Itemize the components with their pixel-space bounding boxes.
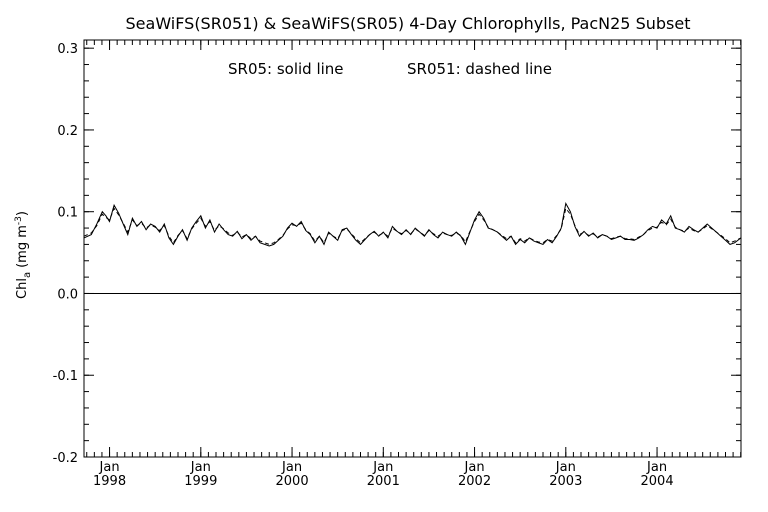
x-tick-year: 2000: [276, 474, 309, 489]
y-axis-label-units: (mg m: [15, 225, 30, 268]
x-tick-month: Jan: [646, 460, 667, 475]
y-tick-label: -0.1: [53, 369, 78, 384]
annotation-dashed: SR051: dashed line: [407, 60, 552, 78]
y-axis-label-close: ): [15, 211, 30, 216]
y-axis-label: Chla (mg m-3): [14, 211, 33, 299]
plot-frame: [83, 39, 742, 458]
y-tick-label: 0.1: [57, 206, 78, 221]
y-tick-label: 0.2: [57, 124, 78, 139]
series-lines: [83, 202, 742, 247]
x-tick-month: Jan: [190, 460, 211, 475]
chart-title: SeaWiFS(SR051) & SeaWiFS(SR05) 4-Day Chl…: [126, 14, 691, 33]
x-tick-year: 2001: [367, 474, 400, 489]
x-tick-month: Jan: [464, 460, 485, 475]
y-tick-label: -0.2: [53, 451, 78, 466]
x-tick-month: Jan: [281, 460, 302, 475]
x-tick-month: Jan: [555, 460, 576, 475]
y-axis-label-exp: -3: [14, 216, 24, 225]
x-tick-year: 2002: [458, 474, 491, 489]
x-tick-year: 2004: [641, 474, 674, 489]
x-tick-month: Jan: [99, 460, 120, 475]
x-tick-year: 1998: [93, 474, 126, 489]
y-tick-label: 0.0: [57, 287, 78, 302]
x-tick-year: 1999: [184, 474, 217, 489]
annotation-solid: SR05: solid line: [228, 60, 344, 78]
x-tick-month: Jan: [372, 460, 393, 475]
y-axis-label-sub: a: [22, 272, 33, 278]
y-axis-label-main: Chl: [15, 278, 30, 299]
y-tick-label: 0.3: [57, 42, 78, 57]
plot-axes: -0.2-0.10.00.10.20.3Jan1998Jan1999Jan200…: [53, 40, 742, 489]
x-tick-year: 2003: [549, 474, 582, 489]
series-line-sr05: [83, 202, 742, 247]
series-line-sr051: [83, 207, 742, 245]
